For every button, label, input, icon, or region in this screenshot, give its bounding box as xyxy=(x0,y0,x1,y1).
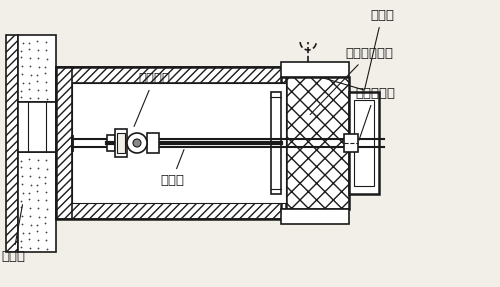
Bar xyxy=(107,135,115,151)
Bar xyxy=(271,92,281,194)
Circle shape xyxy=(127,133,147,153)
Bar xyxy=(56,67,286,219)
Bar xyxy=(354,100,374,186)
Bar xyxy=(117,133,125,153)
Circle shape xyxy=(133,139,141,147)
Text: 万向接头: 万向接头 xyxy=(134,72,170,127)
Bar xyxy=(56,67,286,83)
Bar xyxy=(6,35,18,252)
Bar xyxy=(18,102,56,152)
Bar xyxy=(18,35,56,102)
Bar xyxy=(281,62,349,77)
Text: 穿心式千斤顶: 穿心式千斤顶 xyxy=(310,47,393,115)
Bar xyxy=(56,203,286,219)
Bar xyxy=(56,67,72,219)
Bar xyxy=(18,152,56,252)
Text: 标准块: 标准块 xyxy=(1,205,25,263)
Bar xyxy=(115,129,127,157)
Bar xyxy=(281,209,349,224)
Text: 拉力杆螺母: 拉力杆螺母 xyxy=(355,87,395,140)
Bar xyxy=(147,133,159,153)
Bar xyxy=(349,92,379,194)
Bar xyxy=(72,83,286,203)
Bar xyxy=(344,134,358,152)
Text: 拉力杆: 拉力杆 xyxy=(160,150,184,187)
Text: 活塞架: 活塞架 xyxy=(364,9,394,89)
Bar xyxy=(281,77,349,209)
